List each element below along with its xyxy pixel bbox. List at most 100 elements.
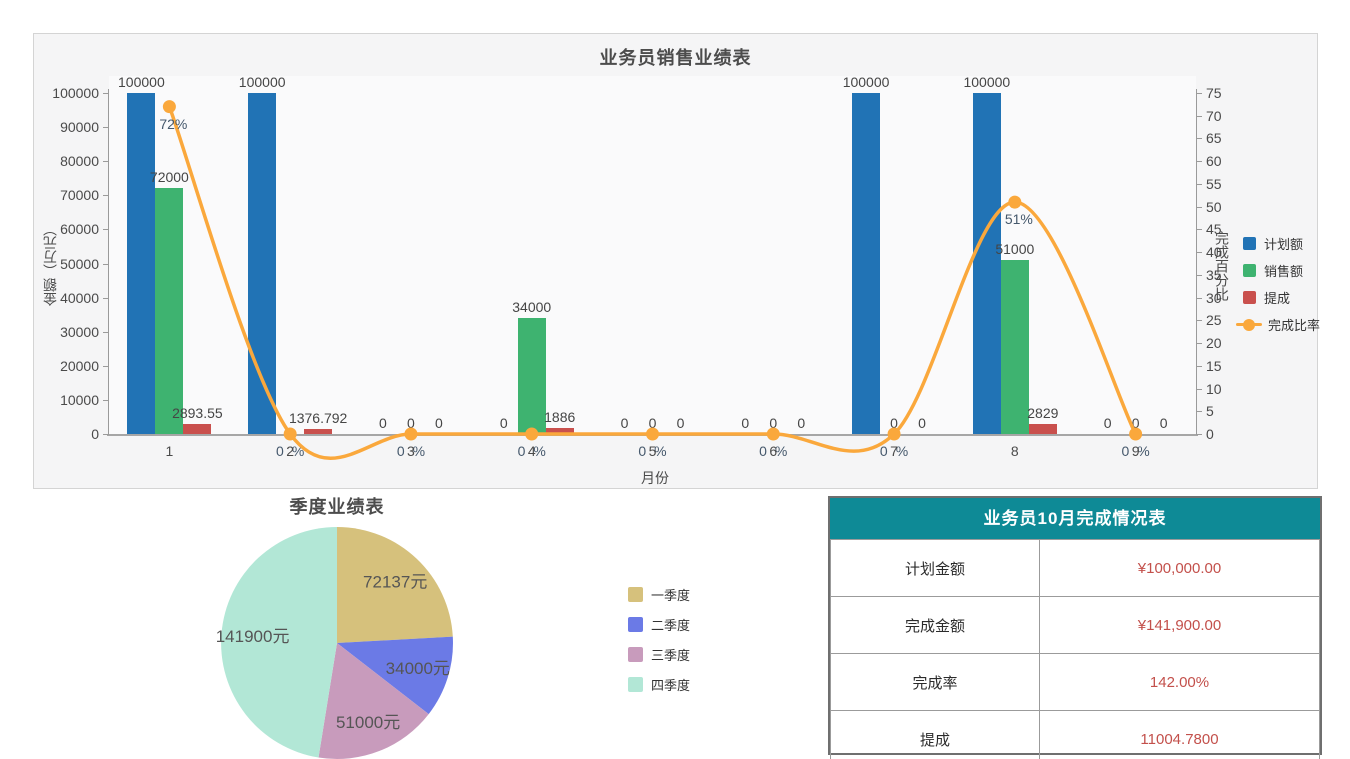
x-axis-line [107,434,1198,436]
pie-slice-二季度 [337,636,453,715]
bar [183,424,212,434]
y-axis-tick-mark [103,229,109,231]
legend-item-commission[interactable]: 提成 [1236,284,1318,311]
legend-item-completion-rate[interactable]: 完成比率 [1236,311,1320,338]
pie-slice-label: 141900元 [216,627,290,646]
row-value: ¥100,000.00 [1039,539,1320,597]
y-axis-tick-label: 30000 [60,323,99,340]
y-axis-tick-mark [103,195,109,197]
y-axis-tick-label: 10000 [60,391,99,408]
legend-item-plan[interactable]: 计划额 [1236,230,1318,257]
plan-legend-swatch-icon [1243,237,1256,250]
y-axis-tick-mark [1196,411,1202,413]
y-axis-tick-mark [1196,252,1202,254]
y-axis-tick-label: 50000 [60,255,99,272]
y-axis-tick-mark [1196,206,1202,208]
table-title: 业务员10月完成情况表 [830,498,1320,539]
y-axis-tick-mark [103,365,109,367]
bar-value-label: 2893.55 [172,405,223,422]
y-axis-tick-label: 0 [1206,426,1214,442]
y-axis-tick-label: 5 [1206,403,1214,420]
quarterly-pie-chart: 72137元 34000元 51000元 141900元 [216,527,453,759]
y-axis-tick-label: 15 [1206,357,1222,374]
pie-chart-legend: 一季度 二季度 三季度 四季度 [628,579,738,699]
q2-legend-swatch-icon [628,616,643,632]
y-axis-tick-label: 90000 [60,119,99,136]
y-axis-tick-mark [1196,297,1202,299]
commission-legend-swatch-icon [1243,291,1256,304]
legend-item-sales[interactable]: 销售额 [1236,257,1318,284]
sales-chart-plot: 0 10000 20000 30000 40000 50000 60000 70000 8000… [34,34,1317,488]
bar-value-label: 100000 [238,74,286,90]
y-axis-tick-mark [103,399,109,401]
y-axis-tick-mark [103,263,109,265]
y-axis-tick-label: 20000 [60,357,99,374]
sales-legend-swatch-icon [1243,264,1256,277]
row-label: 完成率 [830,653,1040,711]
table-row: 计划金额 ¥100,000.00 [830,539,1320,597]
q4-legend-swatch-icon [628,676,643,692]
sales-chart-panel: 业务员销售业绩表 0 10000 20000 30000 40000 50000 60000… [33,33,1320,489]
bar [1028,424,1057,434]
y-axis-tick-mark [1196,274,1202,276]
y-axis-tick-mark [1196,434,1202,435]
x-axis-tick-label: 1 [165,443,174,459]
table-row: 完成金额 ¥141,900.00 [830,596,1320,654]
x-axis-tick-label: 3 [407,443,415,459]
y-axis-tick-mark [1196,229,1202,231]
y-axis-tick-label: 20 [1206,335,1222,352]
row-label: 计划金额 [830,539,1040,597]
bar-value-label: 51000 [995,241,1035,258]
line-point-label: 51% [1004,211,1033,228]
y-axis-tick-mark [1196,115,1202,117]
line-legend-marker-icon [1236,318,1262,331]
y-axis-tick-mark [1196,161,1202,163]
y-axis-tick-label: 45 [1206,221,1222,238]
bar-value-label: 100000 [842,74,890,90]
legend-item-q3[interactable]: 三季度 [628,639,738,669]
y-axis-tick-mark [1196,183,1202,185]
q3-legend-swatch-icon [628,646,643,662]
row-value: 142.00% [1039,653,1320,711]
bar-value-label: 1376.792 [288,410,348,427]
y-axis-tick-mark [1196,388,1202,390]
x-axis-tick-label: 5 [648,443,657,459]
row-value: ¥141,900.00 [1039,596,1320,654]
y-axis-tick-label: 0 [91,426,99,442]
bar-value-label: 0 [1159,415,1168,431]
legend-item-q4[interactable]: 四季度 [628,669,738,699]
y-axis-left-title: 金额（万元） [42,222,58,306]
bar [972,93,1001,434]
bar-value-label: 100000 [118,74,165,90]
y-axis-left-line [108,89,109,434]
table-row: 完成率 142.00% [830,653,1320,711]
line-point-label: 72% [159,115,188,132]
y-axis-tick-mark [1196,320,1202,322]
pie-slice-四季度 [221,527,337,758]
y-axis-tick-mark [1196,343,1202,345]
row-label: 提成 [830,710,1040,759]
y-axis-tick-label: 55 [1206,175,1222,192]
legend-item-q2[interactable]: 二季度 [628,609,738,639]
y-axis-tick-label: 40 [1206,244,1222,261]
bar-value-label: 0 [676,415,685,431]
bar-value-label: 34000 [512,299,552,316]
bar [155,188,184,434]
bar [127,93,156,434]
bar-value-label: 72000 [149,169,189,186]
y-axis-tick-label: 10 [1206,380,1222,397]
pie-chart-title: 季度业绩表 [289,497,385,517]
x-axis-tick-label: 6 [769,443,778,459]
x-axis-tick-label: 2 [286,443,295,459]
pie-slice-三季度 [318,643,429,759]
y-axis-tick-mark [103,161,109,163]
october-summary-table: 业务员10月完成情况表 计划金额 ¥100,000.00 完成金额 ¥141,9… [828,496,1322,759]
legend-item-q1[interactable]: 一季度 [628,579,738,609]
pie-slice-label: 34000元 [386,659,450,678]
y-axis-tick-label: 60000 [60,221,99,238]
x-axis-title: 月份 [641,470,669,486]
y-axis-tick-mark [103,127,109,129]
y-axis-tick-label: 70 [1206,107,1222,124]
x-axis-tick-label: 7 [890,443,898,459]
y-axis-tick-label: 35 [1206,266,1222,283]
